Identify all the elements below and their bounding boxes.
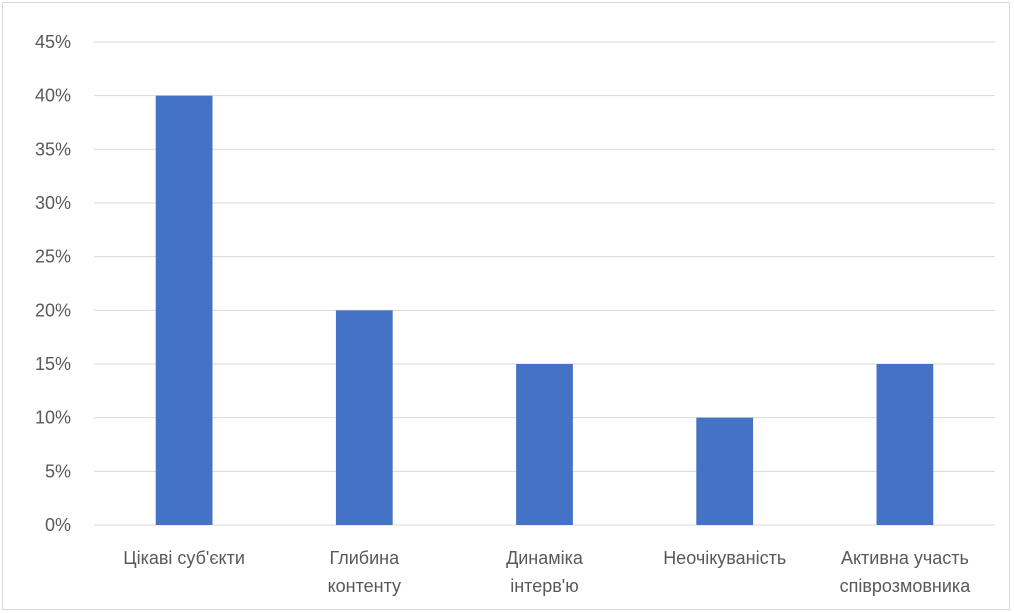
bar xyxy=(155,95,213,526)
y-axis-tick-labels: 0% 5% 10% 15% 20% 25% 30% 35% 40% 45% xyxy=(35,32,71,535)
y-tick-label: 30% xyxy=(35,193,71,213)
bar xyxy=(696,417,754,525)
y-tick-label: 20% xyxy=(35,300,71,320)
x-category-label: контенту xyxy=(328,576,401,596)
y-tick-label: 25% xyxy=(35,247,71,267)
y-tick-label: 45% xyxy=(35,32,71,52)
x-category-label: Динаміка xyxy=(506,548,584,568)
bar xyxy=(516,364,573,525)
bar xyxy=(335,310,393,525)
y-tick-label: 35% xyxy=(35,139,71,159)
x-category-label: Неочікуваність xyxy=(663,548,786,568)
x-category-label: Цікаві суб'єкти xyxy=(123,548,245,568)
y-tick-label: 15% xyxy=(35,354,71,374)
y-tick-label: 10% xyxy=(35,408,71,428)
x-axis-category-labels: Цікаві суб'єкти Глибина контенту Динаміка ін… xyxy=(123,548,971,596)
x-category-label: Активна участь xyxy=(841,548,969,568)
bars xyxy=(155,95,934,526)
y-tick-label: 40% xyxy=(35,86,71,106)
x-category-label: інтерв'ю xyxy=(510,576,579,596)
gridlines xyxy=(94,41,995,526)
bar xyxy=(876,364,934,525)
y-tick-label: 0% xyxy=(45,515,71,535)
y-tick-label: 5% xyxy=(45,461,71,481)
x-category-label: Глибина xyxy=(329,548,400,568)
x-category-label: співрозмовника xyxy=(840,576,972,596)
